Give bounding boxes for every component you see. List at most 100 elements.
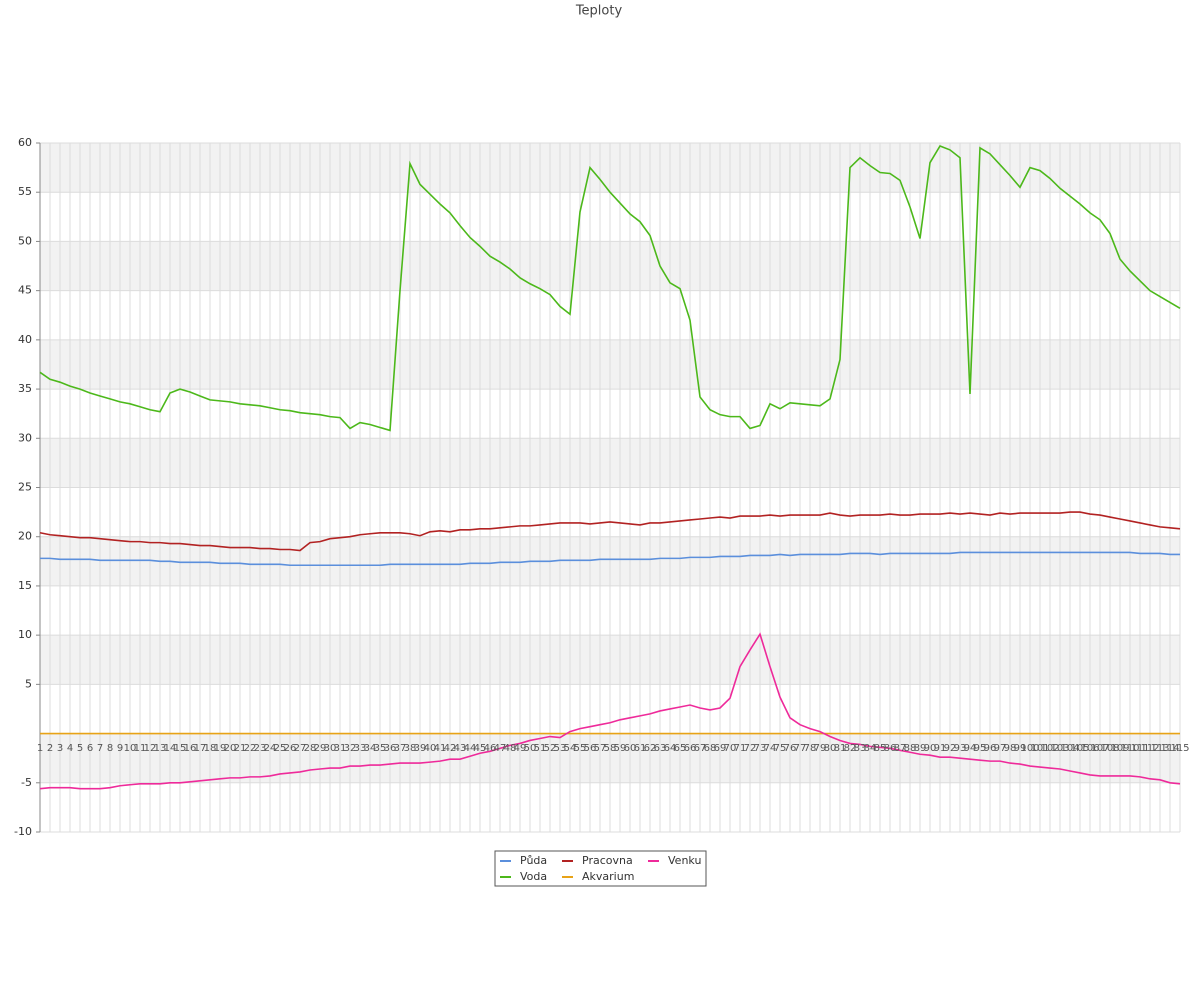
x-tick-label: 18	[204, 743, 217, 754]
x-tick-label: 23	[254, 743, 267, 754]
y-tick-label: 15	[18, 579, 32, 592]
x-tick-label: 60	[624, 743, 637, 754]
x-tick-label: 79	[814, 743, 827, 754]
lines	[39, 144, 1181, 790]
legend-box	[494, 850, 707, 887]
x-tick-label: 73	[754, 743, 767, 754]
x-tick-label: 88	[904, 743, 917, 754]
x-tick-label: 54	[564, 743, 577, 754]
x-tick-label: 112	[1140, 743, 1159, 754]
x-tick-label: 30	[324, 743, 337, 754]
y-tick-label: 35	[18, 382, 32, 395]
x-tick-label: 78	[804, 743, 817, 754]
x-tick-label: 9	[117, 743, 123, 754]
x-tick-label: 89	[914, 743, 927, 754]
legend-label: Voda	[520, 870, 547, 883]
x-tick-label: 22	[244, 743, 257, 754]
x-tick-label: 82	[844, 743, 857, 754]
x-tick-label: 31	[334, 743, 347, 754]
y-tick-label: 25	[18, 481, 32, 494]
x-tick-label: 71	[734, 743, 747, 754]
x-tick-label: 41	[434, 743, 447, 754]
x-tick-label: 38	[404, 743, 417, 754]
x-tick-label: 33	[354, 743, 367, 754]
legend-label: Venku	[668, 854, 701, 867]
x-tick-label: 8	[107, 743, 113, 754]
x-tick-label: 19	[214, 743, 227, 754]
x-tick-label: 44	[464, 743, 477, 754]
x-tick-label: 99	[1014, 743, 1027, 754]
x-tick-label: 40	[424, 743, 437, 754]
y-tick-label: 10	[18, 628, 32, 641]
x-tick-label: 61	[634, 743, 647, 754]
x-tick-label: 45	[474, 743, 487, 754]
x-tick-label: 6	[87, 743, 93, 754]
x-tick-label: 21	[234, 743, 247, 754]
y-tick-label: -10	[14, 825, 32, 838]
x-tick-label: 70	[724, 743, 737, 754]
x-tick-label: 59	[614, 743, 627, 754]
x-tick-label: 83	[854, 743, 867, 754]
x-tick-label: 67	[694, 743, 707, 754]
x-tick-label: 4	[67, 743, 73, 754]
x-tick-label: 53	[554, 743, 567, 754]
x-tick-label: 72	[744, 743, 757, 754]
series-line	[40, 551, 1180, 567]
x-tick-label: 1	[37, 743, 43, 754]
x-tick-label: 2	[47, 743, 53, 754]
chart-title: Teploty	[575, 4, 623, 19]
x-tick-label: 26	[284, 743, 297, 754]
x-tick-label: 108	[1100, 743, 1119, 754]
x-tick-label: 74	[764, 743, 777, 754]
x-tick-label: 63	[654, 743, 667, 754]
x-tick-label: 35	[374, 743, 387, 754]
x-tick-label: 109	[1110, 743, 1129, 754]
x-tick-label: 51	[534, 743, 547, 754]
x-tick-label: 47	[494, 743, 507, 754]
x-tick-label: 28	[304, 743, 317, 754]
x-tick-label: 27	[294, 743, 307, 754]
y-tick-label: 20	[18, 530, 32, 543]
x-tick-label: 56	[584, 743, 597, 754]
x-tick-label: 84	[864, 743, 877, 754]
x-tick-label: 97	[994, 743, 1007, 754]
series-line	[39, 511, 1181, 552]
x-tick-label: 77	[794, 743, 807, 754]
y-tick-label: 60	[18, 136, 32, 149]
x-tick-label: 100	[1020, 743, 1039, 754]
x-tick-label: 92	[944, 743, 957, 754]
x-tick-label: 95	[974, 743, 987, 754]
x-tick-label: 81	[834, 743, 847, 754]
x-tick-label: 111	[1130, 743, 1149, 754]
x-tick-label: 104	[1060, 743, 1079, 754]
x-tick-label: 69	[714, 743, 727, 754]
x-tick-label: 10	[124, 743, 137, 754]
legend-label: Akvarium	[582, 870, 634, 883]
x-tick-label: 42	[444, 743, 457, 754]
x-tick-label: 80	[824, 743, 837, 754]
x-tick-label: 32	[344, 743, 357, 754]
x-tick-label: 7	[97, 743, 103, 754]
x-tick-label: 102	[1040, 743, 1059, 754]
x-tick-label: 17	[194, 743, 207, 754]
x-tick-label: 103	[1050, 743, 1069, 754]
y-tick-label: -5	[21, 776, 32, 789]
y-tick-label: 30	[18, 431, 32, 444]
y-tick-label: 5	[25, 677, 32, 690]
x-tick-label: 50	[524, 743, 537, 754]
x-tick-label: 93	[954, 743, 967, 754]
x-tick-label: 114	[1160, 743, 1179, 754]
x-tick-label: 55	[574, 743, 587, 754]
x-tick-label: 48	[504, 743, 517, 754]
x-tick-label: 66	[684, 743, 697, 754]
x-tick-label: 76	[784, 743, 797, 754]
x-tick-label: 68	[704, 743, 717, 754]
x-tick-label: 52	[544, 743, 557, 754]
x-tick-label: 5	[77, 743, 83, 754]
x-tick-label: 12	[144, 743, 157, 754]
x-tick-label: 20	[224, 743, 237, 754]
grid	[36, 142, 1181, 833]
y-tick-label: 40	[18, 333, 32, 346]
x-tick-label: 11	[134, 743, 147, 754]
